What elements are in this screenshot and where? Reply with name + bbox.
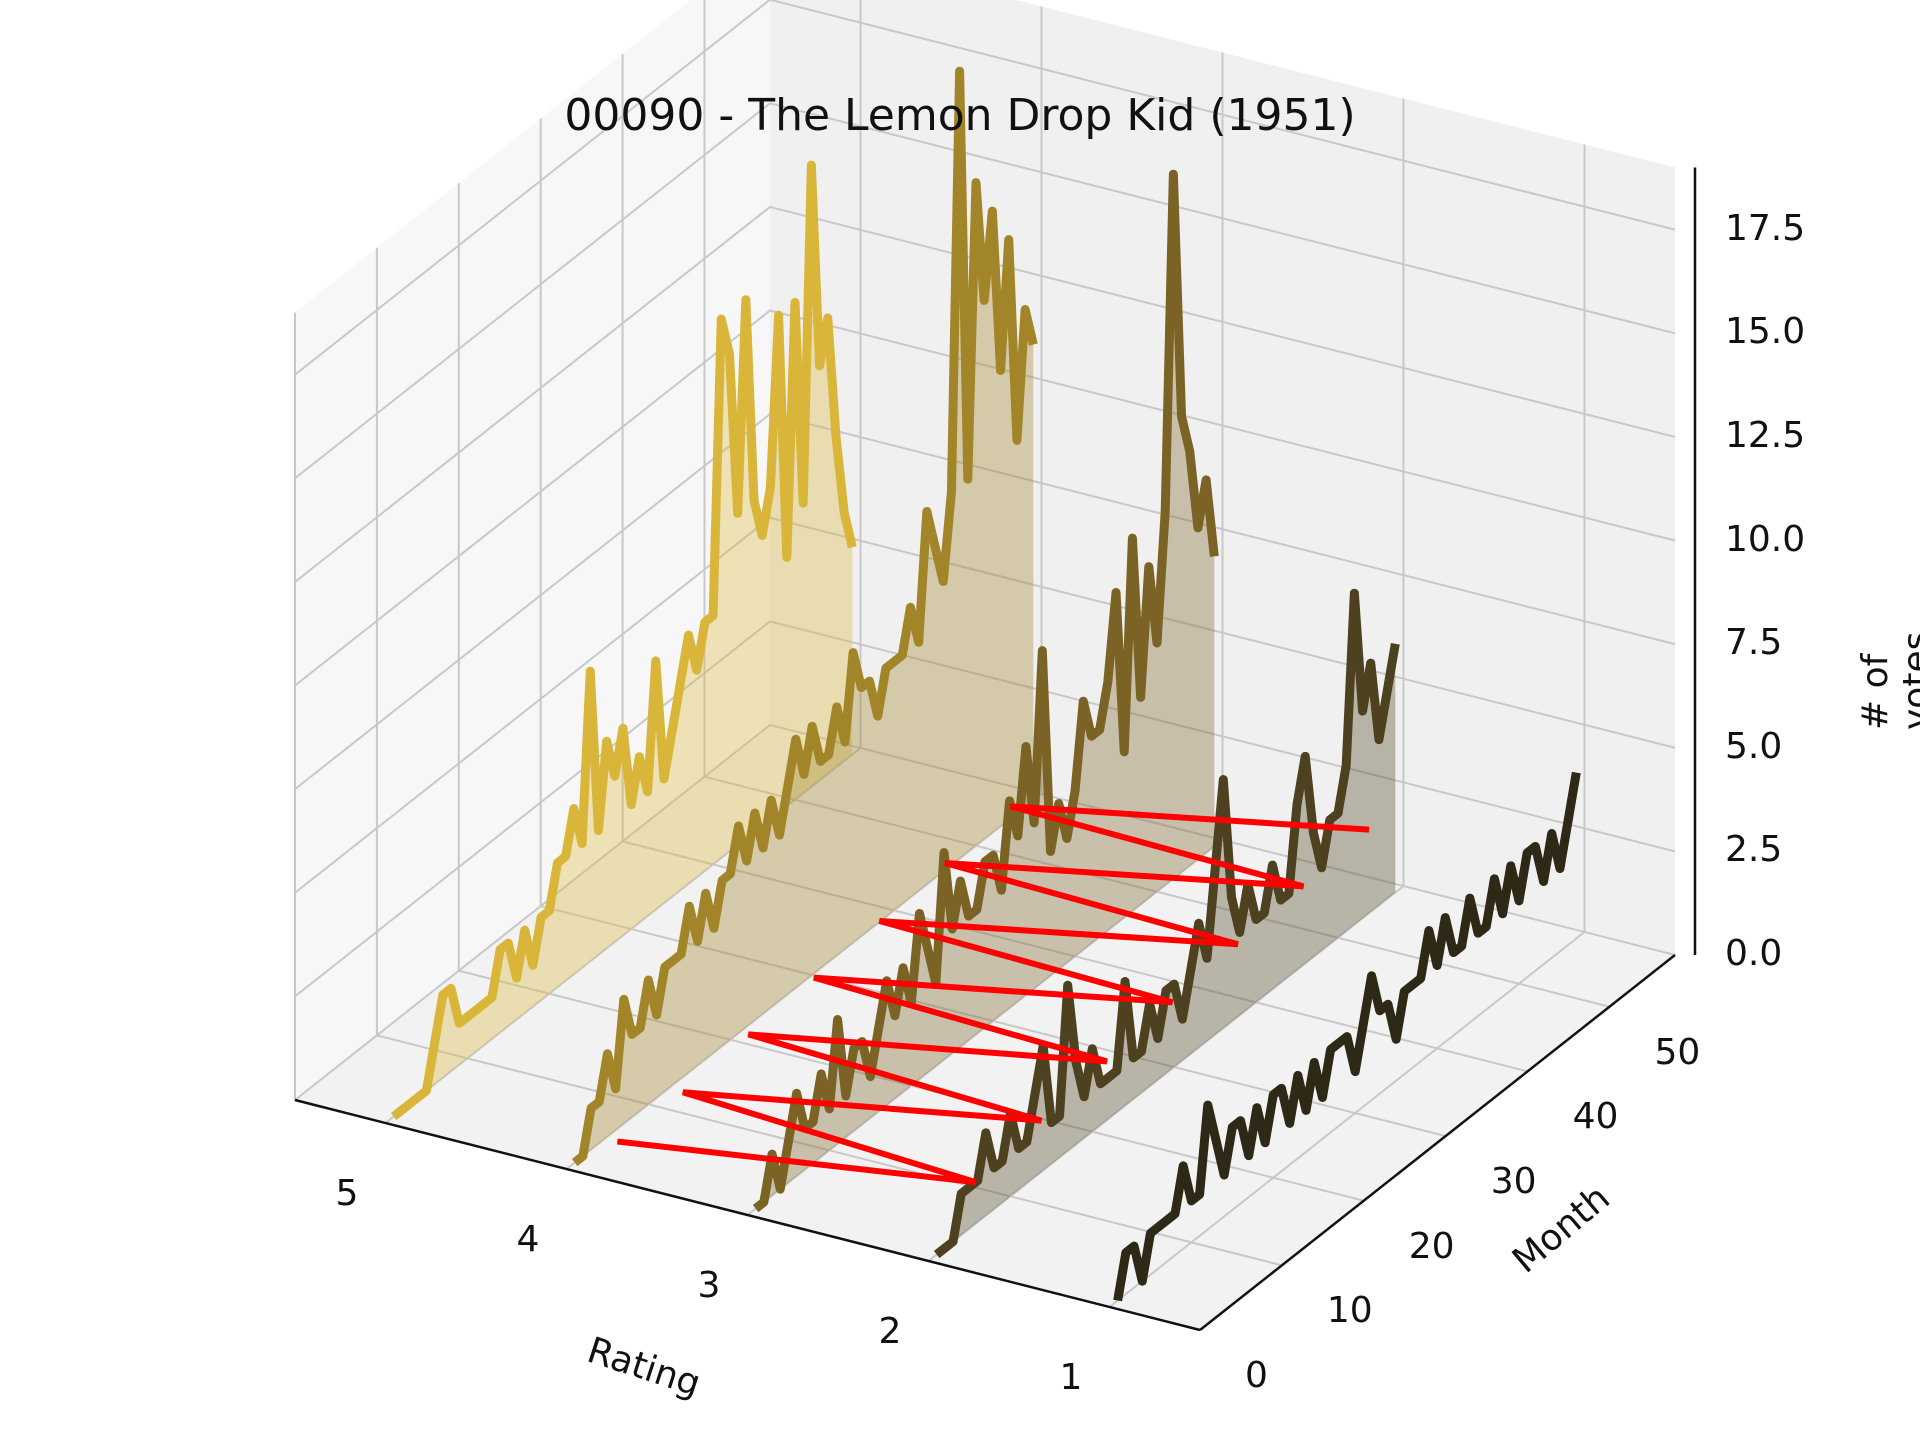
month-tick-label: 20 — [1408, 1225, 1455, 1267]
month-axis-line — [1199, 954, 1676, 1331]
z-tick-label: 2.5 — [1725, 829, 1783, 871]
z-grid-line — [294, 102, 1676, 480]
series-line-rating-1 — [1113, 771, 1581, 1302]
z-tick-label: 10.0 — [1725, 518, 1806, 560]
z-grid-line — [294, 620, 1676, 998]
month-grid-line — [621, 53, 1528, 1073]
month-grid-line — [375, 247, 1283, 1267]
z-grid-line — [294, 0, 1676, 376]
month-grid-line — [457, 183, 1365, 1202]
rating-grid-line — [384, 0, 862, 1124]
left-pane — [295, 0, 770, 1100]
rating-axis-line — [294, 1098, 1201, 1332]
series-line-rating-2 — [933, 588, 1400, 1259]
axis-lines — [294, 167, 1697, 1332]
series-line-rating-4 — [571, 66, 1038, 1167]
z-tick-label: 5.0 — [1725, 725, 1783, 767]
z-grid-line — [294, 309, 1676, 687]
series-line-rating-3 — [752, 169, 1219, 1213]
z-tick-label: 0.0 — [1725, 933, 1783, 974]
rating-grid-line — [1108, 144, 1586, 1308]
rating-grid-line — [927, 98, 1405, 1262]
rating-tick-label: 4 — [516, 1219, 540, 1260]
month-tick-label: 50 — [1654, 1031, 1701, 1073]
month-tick-label: 40 — [1572, 1096, 1619, 1138]
series-line-overlay — [617, 803, 1370, 1186]
series-line-rating-5 — [390, 160, 857, 1121]
z-tick-label: 12.5 — [1725, 414, 1806, 456]
month-tick-label: 0 — [1245, 1355, 1268, 1396]
series-fill-rating-4 — [574, 71, 1034, 1163]
z-grid-line — [294, 723, 1676, 1101]
z-tick-label: 7.5 — [1725, 622, 1783, 664]
z-grid-line — [294, 205, 1676, 583]
rating-tick-label: 5 — [335, 1173, 359, 1214]
rating-tick-label: 2 — [878, 1311, 902, 1352]
rating-tick-label: 1 — [1059, 1357, 1083, 1398]
rating-tick-label: 3 — [697, 1265, 721, 1306]
z-axis-label: # of votes — [1855, 631, 1920, 730]
z-tick-label: 17.5 — [1725, 207, 1806, 249]
series-layer — [390, 66, 1581, 1302]
rating-grid-line — [565, 6, 1043, 1170]
month-grid-line — [539, 118, 1446, 1138]
series-fill-rating-2 — [936, 593, 1396, 1255]
month-tick-label: 10 — [1326, 1290, 1373, 1332]
z-tick-label: 15.0 — [1725, 311, 1806, 353]
series-fill-rating-3 — [755, 174, 1215, 1209]
chart-title: 00090 - The Lemon Drop Kid (1951) — [564, 90, 1356, 141]
month-grid-line — [703, 0, 1610, 1008]
month-tick-label: 30 — [1490, 1161, 1537, 1203]
rating-grid-line — [746, 52, 1224, 1216]
